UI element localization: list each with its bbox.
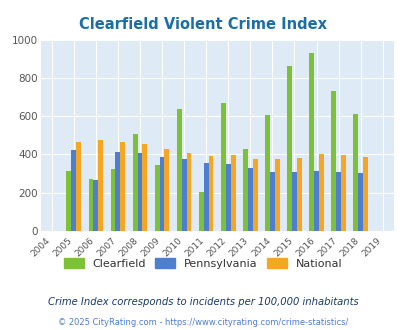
Bar <box>352 114 357 231</box>
Bar <box>330 91 335 231</box>
Bar <box>115 151 120 231</box>
Legend: Clearfield, Pennsylvania, National: Clearfield, Pennsylvania, National <box>59 254 346 273</box>
Bar <box>243 149 247 231</box>
Bar <box>142 144 147 231</box>
Bar <box>220 103 225 231</box>
Bar <box>181 159 186 231</box>
Bar <box>164 149 169 231</box>
Bar <box>66 171 71 231</box>
Bar <box>186 153 191 231</box>
Bar <box>203 163 208 231</box>
Text: Crime Index corresponds to incidents per 100,000 inhabitants: Crime Index corresponds to incidents per… <box>47 297 358 307</box>
Bar <box>247 168 252 231</box>
Bar <box>154 165 159 231</box>
Bar <box>230 155 235 231</box>
Bar <box>88 179 93 231</box>
Bar <box>132 134 137 231</box>
Bar <box>335 172 340 231</box>
Bar <box>318 154 323 231</box>
Bar <box>252 159 257 231</box>
Bar <box>362 157 367 231</box>
Text: © 2025 CityRating.com - https://www.cityrating.com/crime-statistics/: © 2025 CityRating.com - https://www.city… <box>58 318 347 327</box>
Bar <box>159 157 164 231</box>
Bar <box>357 173 362 231</box>
Bar <box>71 150 76 231</box>
Bar <box>176 109 181 231</box>
Text: Clearfield Violent Crime Index: Clearfield Violent Crime Index <box>79 17 326 32</box>
Bar <box>93 180 98 231</box>
Bar <box>274 159 279 231</box>
Bar <box>309 53 313 231</box>
Bar <box>286 66 291 231</box>
Bar <box>110 169 115 231</box>
Bar <box>120 142 125 231</box>
Bar <box>291 172 296 231</box>
Bar <box>269 172 274 231</box>
Bar <box>264 115 269 231</box>
Bar <box>208 156 213 231</box>
Bar <box>313 171 318 231</box>
Bar <box>137 152 142 231</box>
Bar <box>225 164 230 231</box>
Bar <box>76 142 81 231</box>
Bar <box>98 140 103 231</box>
Bar <box>198 192 203 231</box>
Bar <box>340 155 345 231</box>
Bar <box>296 158 301 231</box>
